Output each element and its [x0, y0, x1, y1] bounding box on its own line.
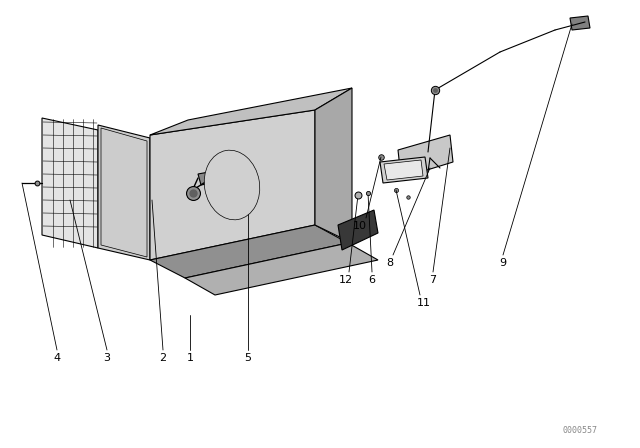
Text: 11: 11 [417, 298, 431, 308]
Polygon shape [198, 170, 223, 185]
Ellipse shape [204, 150, 260, 220]
Polygon shape [398, 135, 453, 178]
Text: 6: 6 [369, 275, 376, 285]
Polygon shape [338, 210, 378, 250]
Text: 7: 7 [429, 275, 436, 285]
Polygon shape [150, 110, 315, 260]
Text: 8: 8 [387, 258, 394, 268]
Polygon shape [98, 125, 150, 260]
Polygon shape [570, 16, 590, 30]
Text: 0000557: 0000557 [563, 426, 598, 435]
Polygon shape [315, 88, 352, 243]
Text: 10: 10 [353, 221, 367, 231]
Text: 12: 12 [339, 275, 353, 285]
Polygon shape [380, 157, 428, 183]
Text: 1: 1 [186, 353, 193, 363]
Text: 9: 9 [499, 258, 507, 268]
Polygon shape [150, 88, 352, 135]
Polygon shape [384, 160, 423, 180]
Text: 2: 2 [159, 353, 166, 363]
Polygon shape [42, 118, 98, 248]
Text: 3: 3 [104, 353, 111, 363]
Text: 4: 4 [53, 353, 61, 363]
Text: 5: 5 [244, 353, 252, 363]
Polygon shape [150, 225, 348, 278]
Polygon shape [185, 243, 378, 295]
